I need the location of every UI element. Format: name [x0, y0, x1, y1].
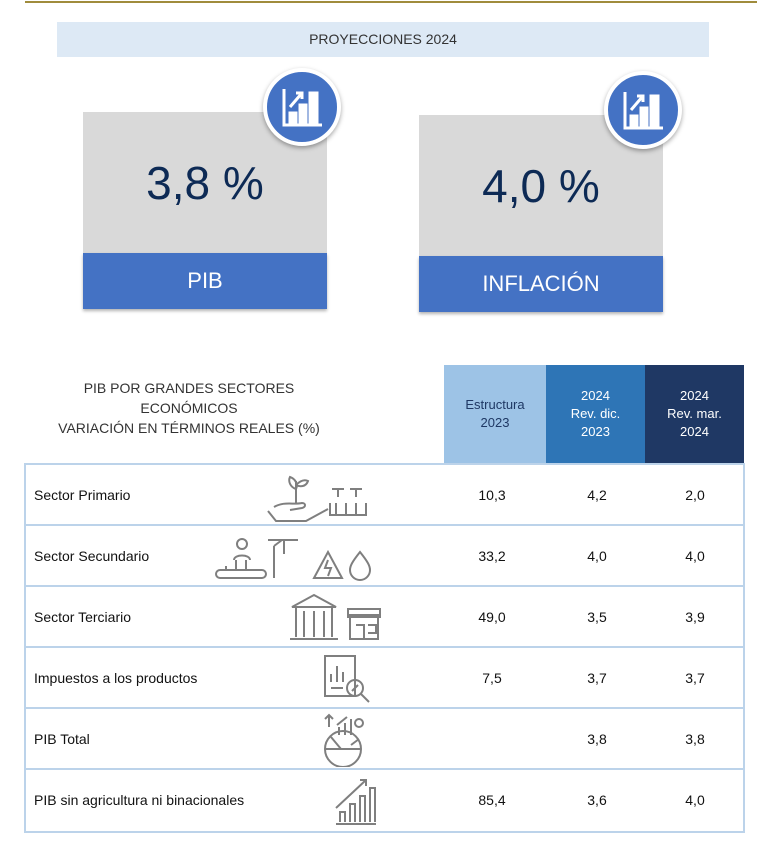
header-line: Estructura [465, 397, 525, 412]
bar-chart-growth-icon [604, 71, 682, 149]
industry-icon [214, 530, 384, 587]
tax-document-icon [321, 652, 381, 709]
bar-chart-growth-icon [263, 68, 341, 146]
table-row: Sector Primario 10,3 4,2 2,0 [26, 465, 743, 526]
pib-label: PIB [83, 253, 327, 309]
table-title-line: VARIACIÓN EN TÉRMINOS REALES (%) [58, 420, 320, 436]
table-row: PIB sin agricultura ni binacionales 85,4… [26, 770, 743, 831]
header-line: 2023 [480, 415, 510, 430]
header-line: 2024 [680, 388, 709, 403]
table-title: PIB POR GRANDES SECTORES ECONÓMICOS VARI… [24, 378, 354, 438]
header-line: Rev. mar. [667, 406, 722, 421]
table-row: PIB Total 3,8 3,8 [26, 709, 743, 770]
section-header: PROYECCIONES 2024 [57, 22, 709, 57]
column-header-estructura: Estructura 2023 [444, 365, 546, 463]
agriculture-icon [266, 469, 376, 526]
table-row: Sector Terciario 49,0 3,5 3,9 [26, 587, 743, 648]
value-rev-dic-2023: 3,7 [587, 670, 607, 686]
inflacion-card: 4,0 % INFLACIÓN [419, 115, 663, 312]
inflacion-label: INFLACIÓN [419, 256, 663, 312]
sectors-table: Sector Primario 10,3 4,2 2,0 Sector Secun… [24, 463, 745, 833]
sector-name: PIB Total [34, 731, 90, 747]
sector-name: Sector Terciario [34, 609, 132, 625]
value-rev-dic-2023: 4,0 [587, 548, 607, 564]
value-estructura-2023: 10,3 [478, 487, 506, 503]
table-row: Impuestos a los productos 7,5 3,7 3,7 [26, 648, 743, 709]
sector-name: Impuestos a los productos [34, 670, 198, 686]
table-title-line: PIB POR GRANDES SECTORES [83, 380, 295, 396]
value-rev-mar-2024: 2,0 [685, 487, 705, 503]
value-estructura-2023: 7,5 [482, 670, 502, 686]
value-estructura-2023: 49,0 [478, 609, 506, 625]
value-rev-dic-2023: 3,8 [587, 731, 607, 747]
value-rev-dic-2023: 3,5 [587, 609, 607, 625]
value-rev-mar-2024: 3,8 [685, 731, 705, 747]
value-rev-mar-2024: 3,9 [685, 609, 705, 625]
value-rev-mar-2024: 3,7 [685, 670, 705, 686]
bank-store-icon [288, 591, 398, 648]
value-rev-dic-2023: 4,2 [587, 487, 607, 503]
header-line: 2024 [680, 424, 709, 439]
value-rev-dic-2023: 3,6 [587, 792, 607, 808]
table-row: Sector Secundario 33,2 4,0 4,0 [26, 526, 743, 587]
bar-chart-growth-icon [326, 774, 386, 831]
table-title-line: ECONÓMICOS [140, 400, 238, 416]
inflacion-value: 4,0 % [419, 115, 663, 256]
column-header-rev-dic: 2024 Rev. dic. 2023 [546, 365, 645, 463]
sector-name: PIB sin agricultura ni binacionales [34, 792, 245, 808]
header-line: Rev. dic. [570, 406, 621, 421]
globe-growth-icon [319, 713, 389, 770]
header-line: 2024 [581, 388, 610, 403]
value-estructura-2023: 33,2 [478, 548, 506, 564]
header-line: 2023 [581, 424, 610, 439]
column-header-rev-mar: 2024 Rev. mar. 2024 [645, 365, 744, 463]
value-rev-mar-2024: 4,0 [685, 548, 705, 564]
value-rev-mar-2024: 4,0 [685, 792, 705, 808]
top-rule [25, 1, 757, 3]
sector-name: Sector Primario [34, 487, 131, 503]
value-estructura-2023: 85,4 [478, 792, 506, 808]
sector-name: Sector Secundario [34, 548, 150, 564]
